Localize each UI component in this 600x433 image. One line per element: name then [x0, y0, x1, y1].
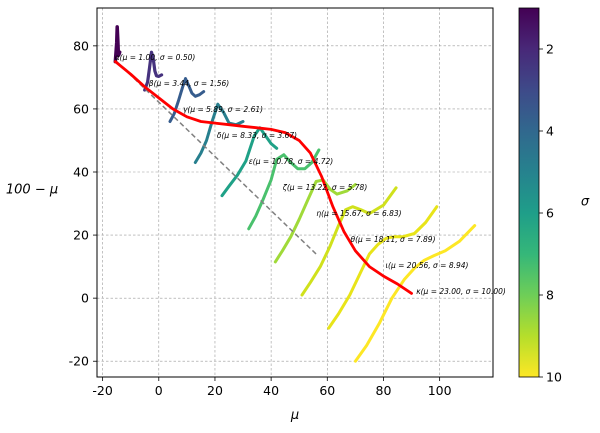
- x-axis-title: μ: [290, 408, 299, 423]
- curve-label: η(μ = 15.67, σ = 6.83): [316, 209, 401, 218]
- plot-area: [97, 8, 493, 377]
- curves: [113, 25, 477, 363]
- curve-ε: [220, 126, 279, 198]
- curve-η: [273, 178, 357, 264]
- y-tick-label: -20: [69, 354, 89, 369]
- curve-label: ε(μ = 10.78, σ = 4.72): [249, 157, 334, 166]
- y-tick-label: 80: [73, 38, 89, 53]
- x-tick-label: -20: [92, 383, 112, 398]
- axis-ticks: -20 0 20 40 60 80 100 -20 0 20 40 60 80: [69, 38, 452, 398]
- curve-label: δ(μ = 8.33, σ = 3.67): [217, 131, 297, 140]
- curve-label: β(μ = 3.44, σ = 1.56): [149, 79, 230, 88]
- colorbar-ticks: 2 4 6 8 10: [539, 42, 562, 385]
- curve-label: ι(μ = 20.56, σ = 8.94): [386, 261, 469, 270]
- colorbar: [518, 7, 540, 378]
- curve-γ: [168, 77, 206, 123]
- trend-curve: [113, 60, 413, 295]
- curve-β: [143, 50, 164, 92]
- x-tick-label: 40: [263, 383, 279, 398]
- reference-line: [116, 61, 317, 255]
- y-axis-title: 100 − μ: [6, 183, 58, 198]
- curve-θ: [300, 186, 398, 297]
- grid: [97, 8, 493, 377]
- curve-label: ζ(μ = 13.22, σ = 5.78): [282, 183, 368, 192]
- curve-α: [113, 25, 122, 64]
- curve-label: γ(μ = 5.89, σ = 2.61): [183, 105, 263, 114]
- curve-label: θ(μ = 18.11, σ = 7.89): [350, 235, 435, 244]
- colorbar-tick-label: 8: [546, 288, 554, 303]
- curve-ζ: [247, 148, 321, 231]
- x-tick-label: 20: [207, 383, 223, 398]
- plot-frame: [96, 7, 494, 378]
- curve-label: α(μ = 1.00, σ = 0.50): [115, 53, 196, 62]
- y-tick-label: 40: [73, 165, 89, 180]
- x-tick-label: 0: [155, 383, 163, 398]
- curve-ι: [327, 205, 439, 330]
- colorbar-tick-label: 2: [546, 42, 554, 57]
- colorbar-tick-label: 4: [546, 124, 554, 139]
- x-tick-label: 60: [319, 383, 335, 398]
- curve-κ: [353, 224, 477, 363]
- curve-label: κ(μ = 23.00, σ = 10.00): [416, 287, 506, 296]
- x-tick-label: 100: [428, 383, 452, 398]
- curve-labels: α(μ = 1.00, σ = 0.50) β(μ = 3.44, σ = 1.5…: [115, 53, 506, 296]
- colorbar-tick-label: 6: [546, 206, 554, 221]
- y-tick-label: 0: [81, 291, 89, 306]
- y-tick-label: 20: [73, 228, 89, 243]
- x-tick-label: 80: [376, 383, 392, 398]
- y-tick-label: 60: [73, 101, 89, 116]
- colorbar-title: σ: [581, 195, 590, 210]
- colorbar-tick-label: 10: [546, 370, 562, 385]
